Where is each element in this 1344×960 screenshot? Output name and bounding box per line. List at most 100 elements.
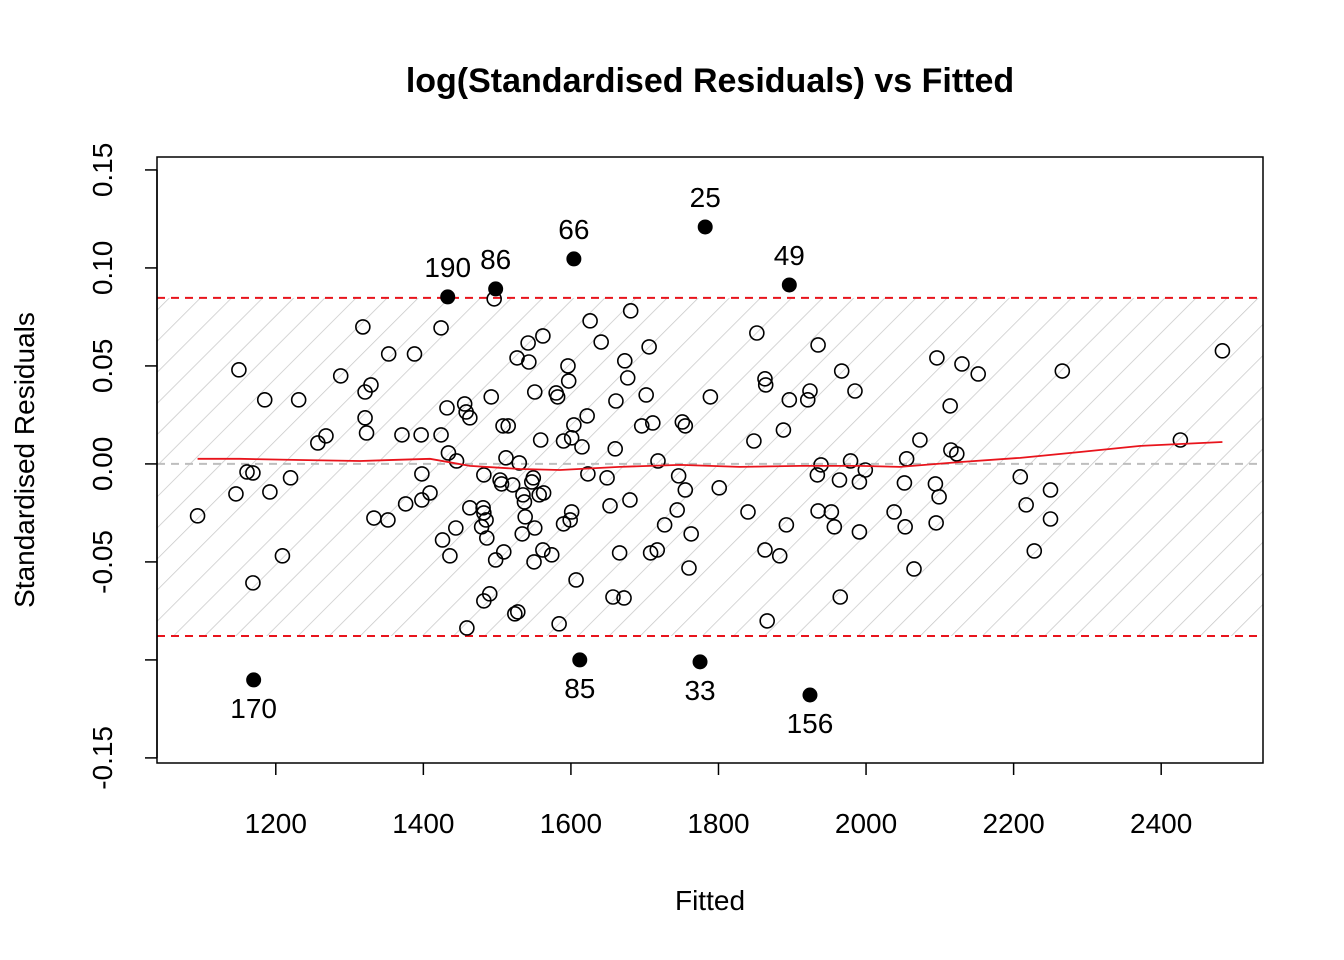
point — [931, 489, 947, 505]
outlier-point — [572, 652, 588, 668]
point — [906, 561, 922, 577]
point — [498, 450, 514, 466]
point — [580, 466, 596, 482]
point — [245, 575, 261, 591]
point — [942, 398, 958, 414]
point — [622, 492, 638, 508]
point — [778, 517, 795, 533]
point — [332, 368, 349, 384]
outlier-label: 190 — [424, 252, 471, 283]
outlier-label: 156 — [787, 708, 834, 739]
point — [954, 356, 970, 372]
point — [970, 366, 986, 382]
y-tick-label: -0.05 — [87, 530, 118, 594]
point — [670, 468, 687, 484]
point — [380, 346, 397, 362]
point — [535, 328, 551, 344]
outlier-point — [566, 251, 582, 267]
point — [605, 589, 621, 605]
y-tick-label: 0.05 — [87, 339, 118, 394]
point — [515, 487, 531, 503]
point — [1042, 482, 1059, 498]
point — [256, 392, 273, 408]
point — [493, 476, 510, 492]
point — [842, 453, 859, 469]
point — [520, 335, 536, 351]
point — [1054, 363, 1071, 379]
point — [740, 504, 756, 520]
point — [749, 325, 765, 341]
point — [406, 346, 423, 362]
point — [189, 508, 206, 524]
point — [616, 590, 632, 606]
point — [813, 457, 829, 473]
y-tick-label: -0.15 — [87, 726, 118, 790]
y-tick-label: 0.00 — [87, 437, 118, 492]
point — [757, 542, 773, 558]
point — [394, 427, 410, 443]
point — [809, 467, 826, 483]
point — [459, 620, 475, 636]
point — [702, 389, 719, 405]
point — [677, 482, 694, 498]
point — [929, 350, 945, 366]
point — [560, 358, 576, 374]
x-tick-label: 2000 — [835, 808, 897, 839]
point — [262, 484, 278, 500]
point — [802, 383, 818, 399]
point — [949, 446, 965, 462]
point — [1018, 497, 1034, 513]
point — [847, 383, 863, 399]
threshold-band — [157, 297, 1263, 636]
point — [579, 408, 595, 424]
outlier-point — [440, 289, 456, 305]
point — [535, 485, 552, 501]
y-tick-label: 0.10 — [87, 241, 118, 296]
point — [611, 545, 628, 561]
point — [711, 480, 728, 496]
point — [608, 393, 624, 409]
point — [759, 613, 775, 629]
point — [799, 392, 816, 408]
point — [674, 414, 691, 430]
point — [380, 512, 396, 528]
smooth-line — [197, 441, 1223, 471]
outlier-label: 49 — [774, 240, 805, 271]
point — [1214, 343, 1231, 359]
outlier-point — [246, 672, 262, 688]
point — [514, 526, 531, 542]
point — [582, 313, 598, 329]
outlier-point — [488, 281, 504, 297]
y-axis-label: Standardised Residuals — [9, 312, 40, 608]
x-tick-label: 1800 — [687, 808, 749, 839]
point — [681, 560, 697, 576]
point — [831, 472, 848, 488]
point — [568, 572, 584, 588]
point — [507, 606, 523, 622]
point — [456, 396, 473, 412]
point — [521, 354, 537, 370]
point — [833, 363, 850, 379]
y-tick-label: 0.15 — [87, 143, 118, 198]
outlier-label: 33 — [684, 675, 715, 706]
point — [363, 377, 379, 393]
outlier-point — [697, 219, 713, 235]
point — [511, 455, 528, 471]
point — [481, 586, 498, 602]
point — [746, 433, 762, 449]
point — [574, 439, 590, 455]
point — [433, 320, 449, 336]
point — [479, 530, 495, 546]
point — [1026, 543, 1043, 559]
point — [442, 548, 458, 564]
point — [912, 432, 928, 448]
point — [857, 462, 874, 478]
point — [645, 415, 661, 431]
point — [414, 466, 430, 482]
outlier-point — [692, 654, 708, 670]
point — [641, 339, 657, 355]
point — [656, 517, 673, 533]
point — [509, 604, 526, 620]
point — [274, 548, 291, 564]
point — [495, 418, 511, 434]
